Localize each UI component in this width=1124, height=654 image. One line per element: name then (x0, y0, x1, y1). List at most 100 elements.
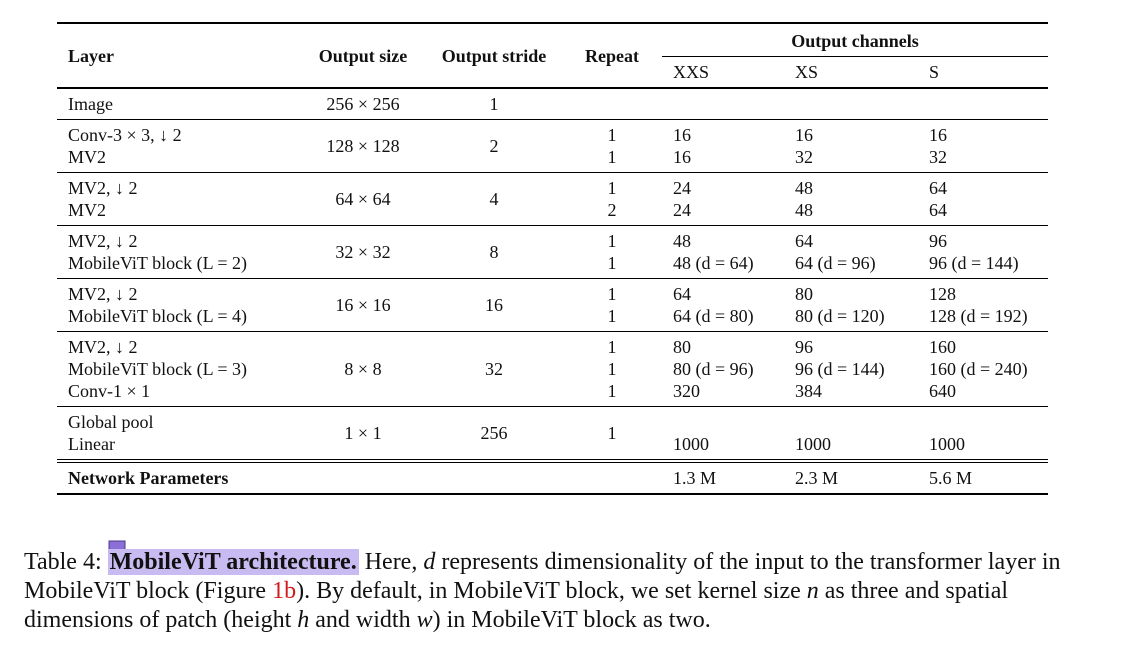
output-size-cell-line: 128 × 128 (326, 136, 400, 156)
s-channels-cell-line: 160 (929, 337, 956, 357)
output-stride-cell-line: 32 (485, 359, 503, 379)
table-row: MV2, ↓ 2 MobileViT block (L = 4) 16 × 16 16… (57, 278, 1048, 332)
figure-reference-link[interactable]: 1b (272, 578, 297, 604)
layer-cell: Image (57, 87, 300, 120)
output-size-cell: 256 × 256 (300, 87, 426, 120)
architecture-table: Layer Output size Output stride Repeat O… (57, 22, 1048, 495)
layer-cell-line: MobileViT block (L = 2) (68, 253, 248, 273)
repeat-cell: 1 (562, 406, 662, 461)
layer-cell-line: Image (68, 94, 113, 114)
table-row: MV2, ↓ 2 MV2 64 × 64 4 1 2 24 24 48 48 64 64 (57, 172, 1048, 226)
output-stride-cell: 16 (426, 278, 562, 332)
xs-channels-cell-line: 32 (795, 147, 813, 167)
layer-cell: Global pool Linear (57, 406, 300, 461)
output-size-cell-line: 16 × 16 (335, 295, 391, 315)
repeat-cell-line: 1 (607, 178, 617, 198)
header-variant-s: S (929, 56, 1048, 89)
layer-cell-line: MobileViT block (L = 4) (68, 306, 248, 326)
output-stride-cell-line: 4 (489, 189, 499, 209)
caption-var-n: n (806, 578, 819, 604)
repeat-cell-line: 1 (607, 147, 617, 167)
footer-empty-stride (426, 459, 562, 495)
table-footer: Network Parameters 1.3 M 2.3 M 5.6 M (57, 459, 1048, 495)
layer-cell-line: MobileViT block (L = 3) (68, 359, 248, 379)
layer-cell: MV2, ↓ 2 MobileViT block (L = 3) Conv-1 × … (57, 331, 300, 407)
s-channels-cell-line: 16 (929, 125, 947, 145)
xs-channels-cell-line: 16 (795, 125, 813, 145)
output-stride-cell-line: 16 (485, 295, 503, 315)
output-stride-cell-line: 256 (480, 423, 508, 443)
output-stride-cell-line: 1 (489, 94, 499, 114)
layer-cell-line: MV2 (68, 200, 107, 220)
caption-title-highlight[interactable]: MobileViT architecture. (107, 549, 359, 575)
repeat-cell-line: 1 (607, 306, 617, 326)
s-channels-cell-line: 64 (929, 178, 947, 198)
xxs-channels-cell-line: 48 (673, 231, 691, 251)
table-caption: Table 4: MobileViT architecture. Here, d… (24, 548, 1104, 635)
xxs-channels-cell-line (673, 411, 795, 433)
repeat-cell (562, 87, 662, 120)
xs-channels-cell-line (795, 411, 929, 433)
layer-cell-line: Conv-3 × 3, ↓ 2 (68, 125, 182, 145)
layer-cell-line: MV2, ↓ 2 (68, 178, 138, 198)
output-size-cell-line: 64 × 64 (335, 189, 391, 209)
header-row-1: Layer Output size Output stride Repeat O… (57, 23, 1048, 89)
xs-channels-cell-line: 48 (795, 200, 813, 220)
repeat-cell-line: 1 (607, 381, 617, 401)
header-variant-xxs: XXS (662, 56, 795, 89)
output-size-cell: 16 × 16 (300, 278, 426, 332)
xxs-channels-cell: 24 24 (662, 172, 795, 226)
layer-cell-line: Linear (68, 434, 115, 454)
output-size-cell: 64 × 64 (300, 172, 426, 226)
xs-channels-cell: 48 48 (795, 172, 929, 226)
output-stride-cell: 32 (426, 331, 562, 407)
caption-prefix: Table 4: (24, 549, 108, 575)
caption-var-d: d (423, 549, 436, 575)
xxs-channels-cell-line: 64 (d = 80) (673, 306, 754, 326)
xxs-channels-cell: 80 80 (d = 96) 320 (662, 331, 795, 407)
footer-s: 5.6 M (929, 459, 1048, 495)
output-stride-cell: 4 (426, 172, 562, 226)
footer-empty-repeat (562, 459, 662, 495)
footer-xxs: 1.3 M (662, 459, 795, 495)
layer-cell-line: Global pool (68, 412, 154, 432)
output-size-cell: 8 × 8 (300, 331, 426, 407)
xs-channels-cell: 80 80 (d = 120) (795, 278, 929, 332)
table-header: Layer Output size Output stride Repeat O… (57, 23, 1048, 89)
xxs-channels-cell (662, 87, 795, 120)
xxs-channels-cell-line: 320 (673, 381, 700, 401)
repeat-cell-line (562, 93, 662, 115)
table-row: Conv-3 × 3, ↓ 2 MV2 128 × 128 2 1 1 16 16 16 32 16… (57, 119, 1048, 173)
xs-channels-cell: 64 64 (d = 96) (795, 225, 929, 279)
s-channels-cell: 1000 (929, 406, 1048, 461)
layer-cell-line: MV2, ↓ 2 (68, 337, 138, 357)
table-row: Global pool Linear 1 × 1 256 1 1000 1000 100… (57, 406, 1048, 461)
output-stride-cell: 1 (426, 87, 562, 120)
table-row: MV2, ↓ 2 MobileViT block (L = 2) 32 × 32 8 1… (57, 225, 1048, 279)
repeat-cell-line: 2 (607, 200, 617, 220)
layer-cell: MV2, ↓ 2 MobileViT block (L = 2) (57, 225, 300, 279)
xxs-channels-cell: 48 48 (d = 64) (662, 225, 795, 279)
xs-channels-cell-line: 384 (795, 381, 822, 401)
output-size-cell: 1 × 1 (300, 406, 426, 461)
xxs-channels-cell-line: 80 (d = 96) (673, 359, 754, 379)
xxs-channels-cell: 1000 (662, 406, 795, 461)
s-channels-cell: 128 128 (d = 192) (929, 278, 1048, 332)
caption-var-h: h (297, 607, 310, 633)
header-layer: Layer (57, 23, 300, 89)
xs-channels-cell-line: 80 (d = 120) (795, 306, 885, 326)
s-channels-cell-line (929, 93, 1048, 115)
repeat-cell-line: 1 (607, 231, 617, 251)
output-size-cell-line: 8 × 8 (344, 359, 382, 379)
output-stride-cell-line: 2 (489, 136, 499, 156)
footer-xs: 2.3 M (795, 459, 929, 495)
output-size-cell: 32 × 32 (300, 225, 426, 279)
s-channels-cell: 96 96 (d = 144) (929, 225, 1048, 279)
s-channels-cell-line: 1000 (929, 434, 965, 454)
xs-channels-cell: 16 32 (795, 119, 929, 173)
header-output-stride: Output stride (426, 23, 562, 89)
s-channels-cell-line: 160 (d = 240) (929, 359, 1028, 379)
